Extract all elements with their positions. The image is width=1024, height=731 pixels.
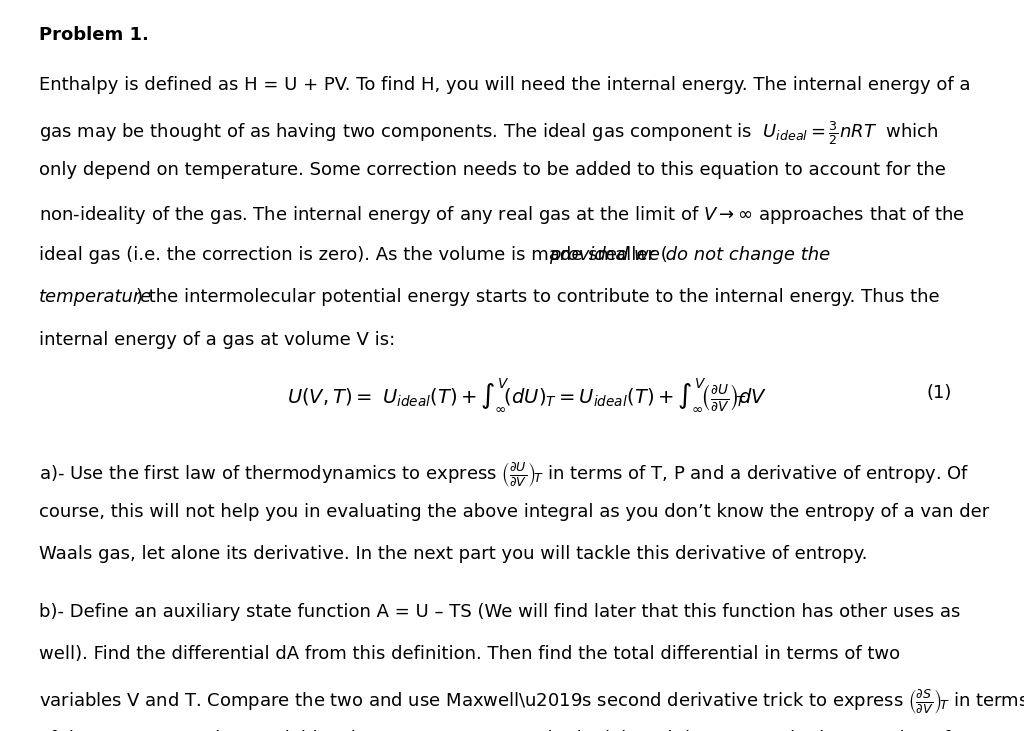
Text: non-ideality of the gas. The internal energy of any real gas at the limit of $V : non-ideality of the gas. The internal en… (39, 204, 965, 226)
Text: Problem 1.: Problem 1. (39, 26, 148, 44)
Text: (1): (1) (927, 384, 952, 402)
Text: gas may be thought of as having two components. The ideal gas component is  $U_{: gas may be thought of as having two comp… (39, 119, 938, 147)
Text: temperature: temperature (39, 289, 153, 306)
Text: Enthalpy is defined as H = U + PV. To find H, you will need the internal energy.: Enthalpy is defined as H = U + PV. To fi… (39, 77, 971, 94)
Text: provided we do not change the: provided we do not change the (549, 246, 830, 264)
Text: course, this will not help you in evaluating the above integral as you don’t kno: course, this will not help you in evalua… (39, 503, 989, 521)
Text: only depend on temperature. Some correction needs to be added to this equation t: only depend on temperature. Some correct… (39, 162, 946, 179)
Text: internal energy of a gas at volume V is:: internal energy of a gas at volume V is: (39, 331, 395, 349)
Text: b)- Define an auxiliary state function A = U – TS (We will find later that this : b)- Define an auxiliary state function A… (39, 602, 961, 621)
Text: well). Find the differential dA from this definition. Then find the total differ: well). Find the differential dA from thi… (39, 645, 900, 663)
Text: $U(V,T) = \ U_{\mathit{ideal}}(T) + \int_{\infty}^{V}\!(dU)_T= U_{\mathit{ideal}: $U(V,T) = \ U_{\mathit{ideal}}(T) + \int… (287, 376, 767, 413)
Text: ) the intermolecular potential energy starts to contribute to the internal energ: ) the intermolecular potential energy st… (136, 289, 940, 306)
Text: Waals gas, let alone its derivative. In the next part you will tackle this deriv: Waals gas, let alone its derivative. In … (39, 545, 867, 564)
Text: of the more convenient variables that you can measure in the lab and that appear: of the more convenient variables that yo… (39, 730, 950, 731)
Text: variables V and T. Compare the two and use Maxwell\u2019s second derivative tric: variables V and T. Compare the two and u… (39, 687, 1024, 716)
Text: ideal gas (i.e. the correction is zero). As the volume is made smaller (: ideal gas (i.e. the correction is zero).… (39, 246, 668, 264)
Text: a)- Use the first law of thermodynamics to express $\left(\frac{\partial U}{\par: a)- Use the first law of thermodynamics … (39, 461, 970, 489)
